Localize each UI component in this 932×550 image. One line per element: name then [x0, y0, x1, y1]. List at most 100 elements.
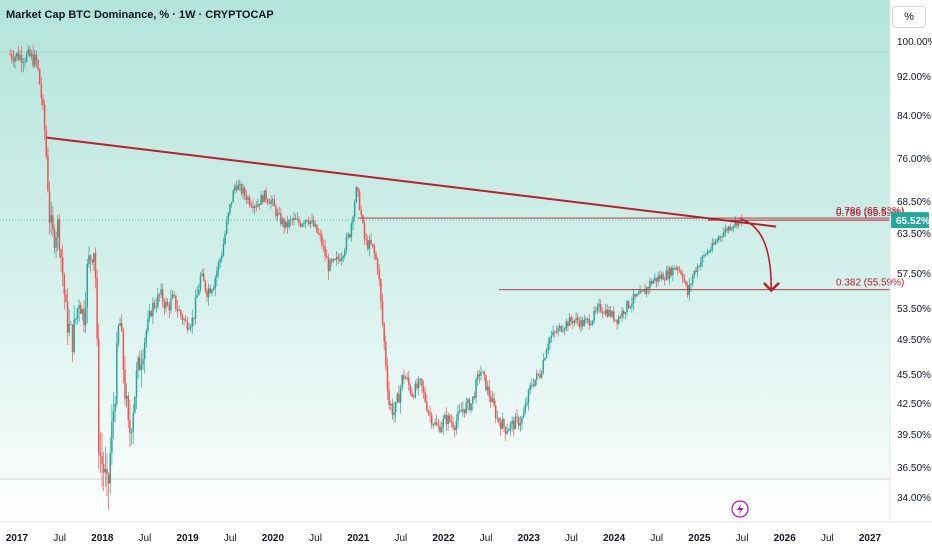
candle-body [419, 378, 422, 380]
x-tick-label: 2017 [6, 533, 29, 544]
candle-body [96, 277, 98, 339]
candle-body [483, 371, 485, 376]
lightning-icon[interactable] [731, 500, 749, 518]
candle-body [385, 341, 387, 366]
candle-body [596, 306, 599, 311]
candle-body [340, 258, 343, 261]
current-price-badge [891, 212, 929, 229]
candle-body [317, 232, 320, 234]
x-tick-label: 2019 [176, 533, 199, 544]
candle-body [367, 240, 369, 250]
candle-body [329, 259, 331, 272]
candle-body [731, 227, 733, 230]
candle-body [516, 416, 518, 418]
candle-body [729, 226, 732, 230]
candle-body [608, 309, 610, 317]
x-tick-label: 2026 [774, 533, 797, 544]
candle-body [42, 98, 44, 106]
candle-body [107, 474, 110, 484]
candle-body [116, 343, 118, 404]
y-tick-label: 100.00% [897, 37, 932, 48]
candle-body [184, 319, 187, 321]
candle-body [470, 403, 472, 411]
candle-body [71, 324, 74, 352]
x-tick-label: 2023 [518, 533, 541, 544]
candle-body [326, 256, 328, 259]
candle-body [517, 417, 520, 426]
candle-body [558, 326, 561, 329]
candle-body [168, 305, 171, 311]
candle-body [175, 295, 177, 309]
trendline[interactable] [46, 136, 777, 228]
candle-body [709, 249, 712, 252]
candle-body [278, 212, 280, 214]
candle-body [191, 317, 194, 327]
candle-body [363, 222, 366, 239]
candle-body [101, 456, 103, 465]
percent-scale-button[interactable]: % [892, 6, 926, 28]
candle-body [247, 197, 249, 200]
candle-body [237, 184, 239, 190]
candle-body [427, 410, 430, 414]
candle-body [667, 270, 669, 279]
candle-body [652, 280, 654, 284]
candle-body [457, 411, 459, 421]
candle-body [268, 201, 271, 204]
candle-body [727, 226, 730, 231]
candle-body [78, 305, 80, 309]
candle-body [539, 374, 541, 378]
candle-body [426, 401, 428, 411]
x-axis[interactable]: 2017 Jul 2018 Jul 2019 Jul 2020 Jul 2021 Jul 2022 J… [6, 533, 882, 544]
candle-body [43, 105, 46, 131]
candle-body [61, 257, 64, 275]
candle-body [357, 187, 359, 192]
candle-body [65, 294, 67, 302]
candle-body [102, 464, 105, 473]
candle-body [624, 312, 627, 314]
candle-body [198, 289, 200, 295]
candle-body [524, 404, 527, 414]
candle-body [649, 280, 651, 289]
candle-body [321, 235, 323, 246]
candle-body [386, 365, 389, 390]
candle-body [726, 228, 728, 231]
candle-body [491, 398, 494, 403]
candle-body [685, 281, 687, 286]
candle-body [657, 275, 659, 282]
candle-body [493, 398, 495, 406]
candle-body [73, 319, 75, 352]
candle-body [371, 243, 374, 246]
candle-body [263, 190, 266, 203]
candle-body [447, 415, 449, 424]
candle-body [636, 294, 638, 297]
candle-body [381, 301, 384, 324]
candle-body [140, 364, 143, 371]
candle-body [734, 220, 736, 226]
candle-body [373, 245, 376, 254]
candle-body [645, 287, 648, 294]
candle-body [244, 188, 246, 196]
candle-body [48, 191, 51, 223]
candle-body [434, 422, 436, 425]
x-tick-label: 2018 [91, 533, 114, 544]
y-axis[interactable]: 100.00% 92.00% 84.00% 76.00% 68.50% 63.50% 57.… [891, 37, 932, 504]
candle-body [486, 386, 489, 391]
candle-body [701, 256, 704, 262]
candle-body [681, 274, 684, 279]
candle-body [281, 219, 284, 225]
candle-body [45, 130, 48, 156]
candle-body [296, 219, 298, 220]
candle-body [429, 413, 431, 416]
candle-body [563, 328, 566, 331]
candle-body [606, 309, 609, 317]
y-tick-label: 36.50% [897, 463, 931, 474]
y-tick-label: 57.50% [897, 269, 931, 280]
candle-body [655, 277, 658, 282]
candle-body [545, 350, 548, 358]
candle-body [225, 221, 228, 234]
candle-body [680, 270, 682, 275]
candle-body [450, 421, 453, 423]
candle-body [270, 200, 272, 204]
projection-arrow[interactable] [741, 218, 771, 291]
